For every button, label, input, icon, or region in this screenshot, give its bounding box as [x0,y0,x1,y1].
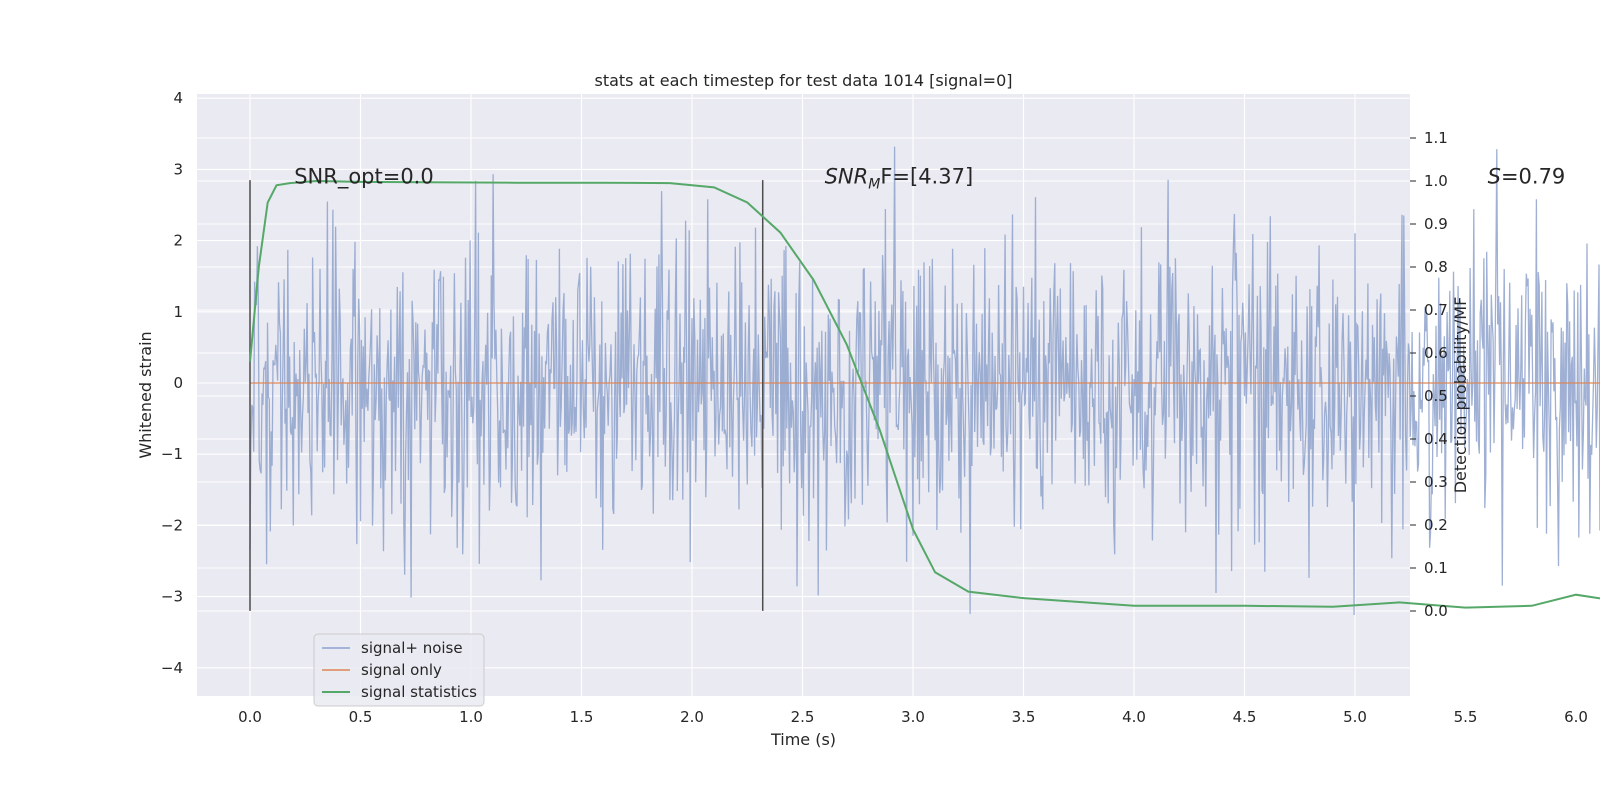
x-tick-label: 3.5 [1012,708,1036,726]
x-tick-label: 2.5 [791,708,815,726]
x-tick-label: 4.5 [1233,708,1257,726]
x-tick-label: 2.0 [680,708,704,726]
y-right-tick-label: 0.2 [1424,516,1448,534]
y-right-tick-label: 0.4 [1424,430,1448,448]
y-tick-label: −1 [161,445,183,463]
s-annotation: S=0.79 [1488,165,1566,189]
y-axis-left-ticks: −4 −3 −2 −1 0 1 2 3 4 [161,89,183,677]
y-right-tick-label: 0.0 [1424,602,1448,620]
y-right-tick-label: 0.7 [1424,301,1448,319]
y-axis-right-label: Detection probability/MF [1451,297,1470,494]
legend: signal+ noise signal only signal statistic… [313,633,485,707]
y-tick-label: 0 [173,374,183,392]
x-tick-label: 0.0 [238,708,262,726]
x-tick-label: 6.0 [1564,708,1588,726]
x-tick-label: 0.5 [349,708,373,726]
x-tick-label: 5.5 [1454,708,1478,726]
y-axis-label: Whitened strain [136,331,155,458]
y-right-tick-label: 0.6 [1424,344,1448,362]
y-axis-right-ticks: 0.0 0.1 0.2 0.3 0.4 0.5 0.6 0.7 0.8 0.9 1.0 1.1 [1410,129,1448,620]
x-tick-label: 5.0 [1343,708,1367,726]
legend-label: signal only [361,661,442,679]
legend-label: signal statistics [361,683,477,701]
snr-mf-annotation: SNRMF=[4.37] [825,165,974,193]
y-tick-label: 3 [173,160,183,178]
y-tick-label: −4 [161,659,183,677]
y-right-tick-label: 0.5 [1424,387,1448,405]
y-right-tick-label: 0.9 [1424,215,1448,233]
x-tick-label: 1.0 [459,708,483,726]
signal-statistics-series [249,179,1600,609]
y-tick-label: 4 [173,89,183,107]
signal-noise-series [249,146,1600,616]
x-tick-label: 4.0 [1122,708,1146,726]
legend-box [313,633,485,707]
chart-title: stats at each timestep for test data 101… [594,71,1012,90]
x-axis-ticks: 0.00.51.01.52.02.53.03.54.04.55.05.56.06… [238,708,1588,726]
y-right-tick-label: 1.1 [1424,129,1448,147]
y-right-tick-label: 0.1 [1424,559,1448,577]
y-right-tick-label: 0.3 [1424,473,1448,491]
y-tick-label: −3 [161,588,183,606]
legend-label: signal+ noise [361,639,463,657]
x-tick-label: 3.0 [901,708,925,726]
y-right-tick-label: 1.0 [1424,172,1448,190]
y-tick-label: −2 [161,516,183,534]
signal-statistics-line [249,179,1600,609]
x-tick-label: 1.5 [570,708,594,726]
snr-opt-annotation: SNR_opt=0.0 [294,165,434,190]
y-right-tick-label: 0.8 [1424,258,1448,276]
noise-line [249,146,1600,616]
y-tick-label: 2 [173,232,183,250]
x-axis-label: Time (s) [770,730,836,749]
vertical-markers [249,180,764,611]
y-tick-label: 1 [173,303,183,321]
